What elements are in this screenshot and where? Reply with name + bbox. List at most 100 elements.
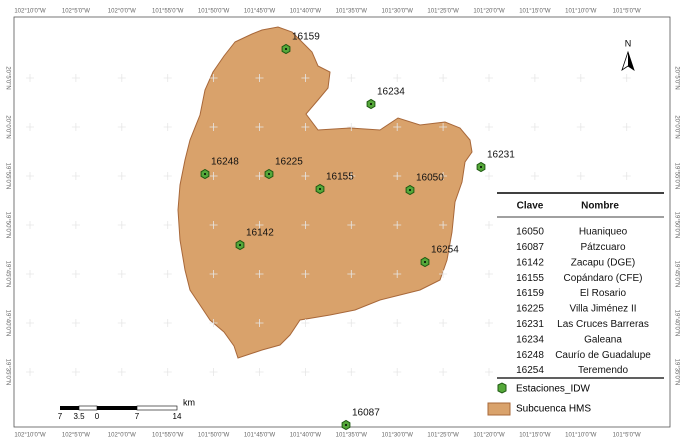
graticule-cross bbox=[347, 368, 356, 376]
right-coord-label: 19°45'0"N bbox=[673, 261, 679, 288]
bottom-coord-label: 101°40'0"W bbox=[290, 433, 322, 439]
graticule-cross bbox=[439, 270, 448, 278]
graticule-cross bbox=[622, 123, 631, 131]
top-coord-label: 101°35'0"W bbox=[336, 9, 368, 15]
left-coord-label: 19°50'0"N bbox=[4, 212, 10, 239]
coordinate-labels: 102°10'0"W 102°5'0"W 102°0'0"W 101°55'0"W 10… bbox=[4, 9, 679, 439]
subcuenca-polygon bbox=[177, 26, 473, 359]
graticule-cross bbox=[163, 172, 172, 180]
graticule-cross bbox=[71, 368, 80, 376]
station-dot bbox=[409, 189, 411, 191]
graticule-cross bbox=[163, 319, 172, 327]
graticule-cross bbox=[530, 123, 539, 131]
graticule-cross bbox=[71, 123, 80, 131]
bottom-coord-label: 101°5'0"W bbox=[613, 433, 641, 439]
scale-label: 3.5 bbox=[73, 412, 85, 421]
station-label: 16248 bbox=[211, 157, 239, 168]
table-bg bbox=[497, 192, 664, 378]
station-dot bbox=[268, 173, 270, 175]
north-arrow-shade bbox=[628, 52, 634, 70]
graticule-cross bbox=[485, 123, 493, 131]
graticule-cross bbox=[393, 319, 402, 327]
graticule-cross bbox=[26, 123, 34, 131]
bottom-coord-label: 101°20'0"W bbox=[473, 433, 505, 439]
graticule-cross bbox=[347, 172, 356, 180]
table-cell: 16234 bbox=[516, 334, 544, 345]
graticule-cross bbox=[485, 270, 493, 278]
graticule-cross bbox=[530, 172, 539, 180]
graticule-cross bbox=[117, 368, 126, 376]
left-coord-label: 19°45'0"N bbox=[4, 261, 10, 288]
table-header: Clave bbox=[517, 201, 544, 212]
graticule-cross bbox=[71, 172, 80, 180]
bottom-coord-label: 101°15'0"W bbox=[519, 433, 551, 439]
graticule-cross bbox=[209, 123, 218, 131]
graticule-cross bbox=[393, 221, 402, 229]
station-label: 16234 bbox=[377, 87, 405, 98]
graticule-cross bbox=[255, 221, 264, 229]
graticule-cross bbox=[393, 270, 402, 278]
right-coord-label: 19°40'0"N bbox=[673, 310, 679, 337]
top-coord-label: 101°5'0"W bbox=[613, 9, 641, 15]
station-label: 16231 bbox=[487, 150, 515, 161]
left-coord-label: 20°0'0"N bbox=[4, 115, 10, 138]
north-label: N bbox=[625, 38, 632, 48]
graticule-cross bbox=[301, 123, 310, 131]
bottom-coord-label: 101°25'0"W bbox=[427, 433, 459, 439]
graticule-cross bbox=[209, 319, 218, 327]
graticule-cross bbox=[439, 221, 448, 229]
table-cell: 16225 bbox=[516, 304, 544, 315]
top-coord-label: 101°55'0"W bbox=[152, 9, 184, 15]
table-cell: 16231 bbox=[516, 319, 544, 330]
graticule-cross bbox=[393, 123, 402, 131]
top-coord-label: 102°0'0"W bbox=[108, 9, 136, 15]
graticule-cross bbox=[393, 368, 402, 376]
bottom-coord-label: 101°50'0"W bbox=[198, 433, 230, 439]
table-cell: 16155 bbox=[516, 273, 544, 284]
bottom-coord-label: 101°30'0"W bbox=[382, 433, 414, 439]
station-dot bbox=[370, 103, 372, 105]
table-cell: Pátzcuaro bbox=[580, 242, 625, 253]
graticule-cross bbox=[301, 368, 310, 376]
graticule-cross bbox=[209, 172, 218, 180]
graticule-cross bbox=[209, 74, 218, 82]
table-cell: 16087 bbox=[516, 242, 544, 253]
station-label: 16050 bbox=[416, 173, 444, 184]
station-label: 16225 bbox=[275, 157, 303, 168]
graticule-cross bbox=[26, 368, 34, 376]
top-coord-label: 102°5'0"W bbox=[62, 9, 90, 15]
graticule-cross bbox=[439, 368, 448, 376]
bottom-coord-label: 101°55'0"W bbox=[152, 433, 184, 439]
scale-label: 0 bbox=[95, 412, 100, 421]
left-coord-label: 19°40'0"N bbox=[4, 310, 10, 337]
bottom-coord-label: 102°10'0"W bbox=[14, 433, 46, 439]
table-cell: Huaniqueo bbox=[579, 227, 628, 238]
graticule-cross bbox=[163, 368, 172, 376]
graticule-cross bbox=[163, 270, 172, 278]
table-header: Nombre bbox=[581, 201, 619, 212]
graticule-cross bbox=[209, 270, 218, 278]
station-label: 16087 bbox=[352, 408, 380, 419]
scale-label: 7 bbox=[58, 412, 63, 421]
graticule-cross bbox=[117, 221, 126, 229]
graticule-cross bbox=[439, 123, 448, 131]
top-coord-label: 101°25'0"W bbox=[427, 9, 459, 15]
table-cell: 16248 bbox=[516, 350, 544, 361]
graticule-cross bbox=[71, 74, 80, 82]
graticule-cross bbox=[117, 319, 126, 327]
top-coord-label: 101°30'0"W bbox=[382, 9, 414, 15]
legend: Estaciones_IDW Subcuenca HMS bbox=[487, 382, 591, 416]
graticule-cross bbox=[255, 368, 264, 376]
graticule-cross bbox=[622, 74, 631, 82]
table-cell: Caurío de Guadalupe bbox=[555, 350, 651, 361]
table-cell: Galeana bbox=[584, 334, 622, 345]
graticule-cross bbox=[485, 221, 493, 229]
graticule-cross bbox=[347, 221, 356, 229]
graticule-cross bbox=[301, 74, 310, 82]
station-label: 16155 bbox=[326, 172, 354, 183]
graticule-cross bbox=[71, 221, 80, 229]
table-cell: Las Cruces Barreras bbox=[557, 319, 649, 330]
station-label: 16159 bbox=[292, 32, 320, 43]
station-label: 16254 bbox=[431, 245, 459, 256]
